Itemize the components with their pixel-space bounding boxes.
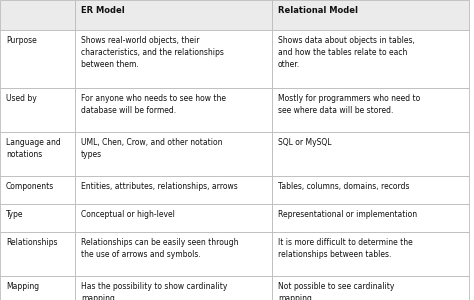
Bar [75,30,272,88]
Bar [0,0,75,30]
Text: Tables, columns, domains, records: Tables, columns, domains, records [278,182,410,191]
Bar [75,232,272,276]
Text: Relationships can be easily seen through
the use of arrows and symbols.: Relationships can be easily seen through… [81,238,238,259]
Bar [272,232,469,276]
Text: Entities, attributes, relationships, arrows: Entities, attributes, relationships, arr… [81,182,238,191]
Text: For anyone who needs to see how the
database will be formed.: For anyone who needs to see how the data… [81,94,226,115]
Text: Relationships: Relationships [6,238,57,247]
Text: Purpose: Purpose [6,36,37,45]
Bar [272,204,469,232]
Bar [272,176,469,204]
Text: Components: Components [6,182,54,191]
Text: Shows data about objects in tables,
and how the tables relate to each
other.: Shows data about objects in tables, and … [278,36,415,69]
Text: Has the possibility to show cardinality
mapping.: Has the possibility to show cardinality … [81,282,228,300]
Bar [75,88,272,132]
Bar [0,232,75,276]
Text: Conceptual or high-level: Conceptual or high-level [81,210,175,219]
Text: Mapping: Mapping [6,282,39,291]
Text: ER Model: ER Model [81,6,125,15]
Text: Relational Model: Relational Model [278,6,358,15]
Bar [272,132,469,176]
Bar [0,276,75,300]
Bar [75,276,272,300]
Text: It is more difficult to determine the
relationships between tables.: It is more difficult to determine the re… [278,238,413,259]
Text: Language and
notations: Language and notations [6,138,61,159]
Text: Shows real-world objects, their
characteristics, and the relationships
between t: Shows real-world objects, their characte… [81,36,224,69]
Bar [75,0,272,30]
Text: Representational or implementation: Representational or implementation [278,210,417,219]
Bar [272,0,469,30]
Bar [272,88,469,132]
Bar [0,204,75,232]
Text: Used by: Used by [6,94,37,103]
Bar [75,132,272,176]
Text: Mostly for programmers who need to
see where data will be stored.: Mostly for programmers who need to see w… [278,94,420,115]
Bar [0,132,75,176]
Bar [0,88,75,132]
Text: SQL or MySQL: SQL or MySQL [278,138,331,147]
Text: Not possible to see cardinality
mapping: Not possible to see cardinality mapping [278,282,394,300]
Bar [272,276,469,300]
Bar [75,176,272,204]
Bar [0,176,75,204]
Bar [0,30,75,88]
Text: Type: Type [6,210,24,219]
Bar [272,30,469,88]
Bar [75,204,272,232]
Text: UML, Chen, Crow, and other notation
types: UML, Chen, Crow, and other notation type… [81,138,222,159]
